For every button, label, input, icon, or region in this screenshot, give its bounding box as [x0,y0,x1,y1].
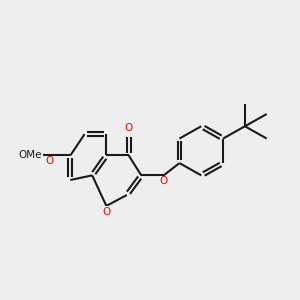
Text: OMe: OMe [18,151,42,160]
Text: O: O [124,123,133,133]
Text: O: O [160,176,168,186]
Text: O: O [45,157,53,166]
Text: O: O [102,207,110,217]
